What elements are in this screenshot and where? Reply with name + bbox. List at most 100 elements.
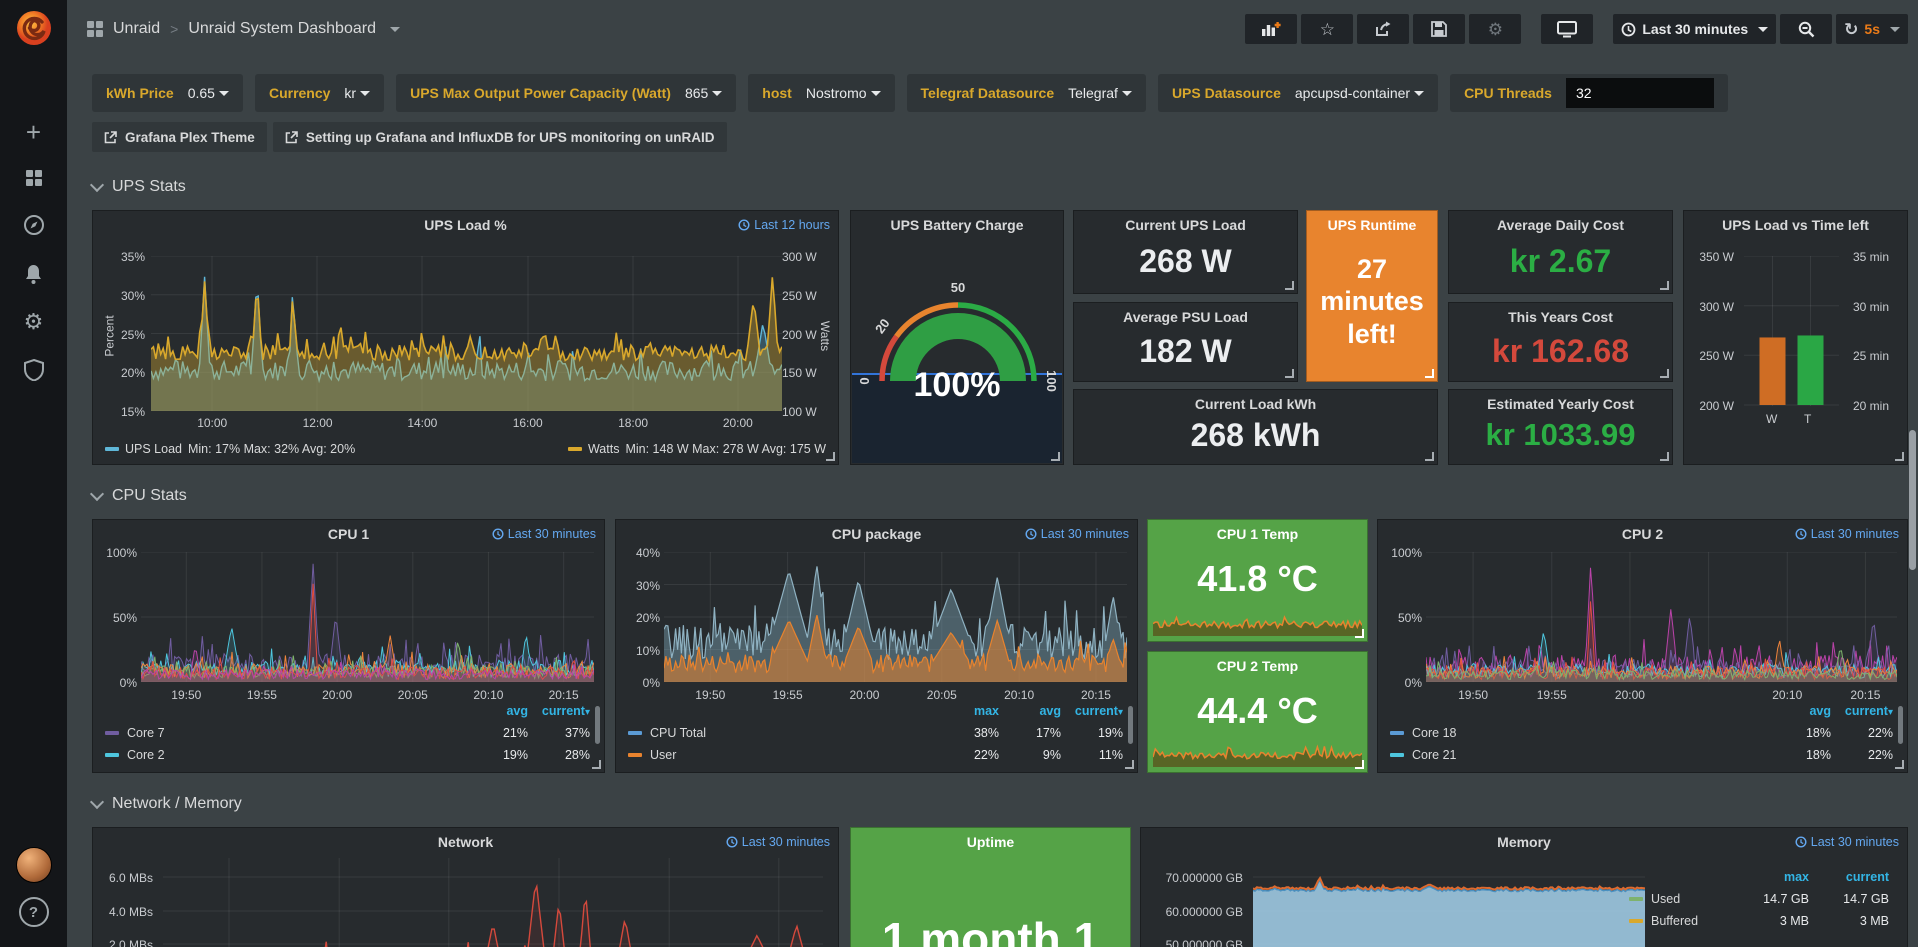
panel-title[interactable]: Uptime xyxy=(851,834,1130,850)
sidebar-admin-button[interactable] xyxy=(0,350,67,390)
sidebar-help-button[interactable]: ? xyxy=(0,892,67,932)
legend-header-avg[interactable]: avg xyxy=(1769,704,1831,718)
page-scrollbar[interactable] xyxy=(1909,430,1916,570)
legend-series[interactable]: CPU Total xyxy=(650,726,706,740)
legend-series-watts[interactable]: Watts xyxy=(588,442,619,456)
legend-scrollbar[interactable] xyxy=(595,706,600,744)
panel-title[interactable]: UPS Load vs Time left xyxy=(1684,217,1907,233)
legend-series[interactable]: User xyxy=(650,748,676,762)
legend-scrollbar[interactable] xyxy=(1898,706,1903,744)
row-ups-stats[interactable]: UPS Stats xyxy=(92,178,186,196)
time-range-picker[interactable]: Last 30 minutes xyxy=(1613,14,1776,44)
panel-resize-handle[interactable] xyxy=(1285,369,1294,378)
legend-series[interactable]: Used xyxy=(1651,892,1680,906)
legend-header-avg[interactable]: avg xyxy=(999,704,1061,718)
panel-title[interactable]: UPS Load % xyxy=(93,217,838,233)
panel-resize-handle[interactable] xyxy=(1051,452,1060,461)
panel-title[interactable]: Current Load kWh xyxy=(1074,396,1437,412)
panel-title[interactable]: CPU 2 Temp xyxy=(1148,658,1367,674)
panel-time-override[interactable]: Last 30 minutes xyxy=(1795,835,1899,849)
panel-resize-handle[interactable] xyxy=(1660,452,1669,461)
legend-series[interactable]: Core 18 xyxy=(1412,726,1456,740)
link-grafana-plex-theme[interactable]: Grafana Plex Theme xyxy=(92,122,267,152)
panel-time-override[interactable]: Last 30 minutes xyxy=(1025,527,1129,541)
panel-resize-handle[interactable] xyxy=(1125,760,1134,769)
legend-series[interactable]: Buffered xyxy=(1651,914,1698,928)
panel-resize-handle[interactable] xyxy=(1355,760,1364,769)
ups-load-chart[interactable] xyxy=(151,256,782,411)
legend-header-avg[interactable]: avg xyxy=(466,704,528,718)
variable-ups-max-output[interactable]: UPS Max Output Power Capacity (Watt) 865 xyxy=(396,74,736,112)
variable-currency[interactable]: Currency kr xyxy=(255,74,384,112)
variable-ups-datasource[interactable]: UPS Datasource apcupsd-container xyxy=(1158,74,1438,112)
memory-chart[interactable] xyxy=(1253,858,1645,947)
panel-title[interactable]: Current UPS Load xyxy=(1074,217,1297,233)
panel-resize-handle[interactable] xyxy=(1285,281,1294,290)
sidebar-profile-button[interactable] xyxy=(0,843,67,887)
row-network-memory[interactable]: Network / Memory xyxy=(92,795,242,813)
panel-title[interactable]: Estimated Yearly Cost xyxy=(1449,396,1672,412)
legend-header-current[interactable]: current xyxy=(1809,870,1889,884)
breadcrumb-folder[interactable]: Unraid xyxy=(113,20,160,38)
panel-resize-handle[interactable] xyxy=(592,760,601,769)
legend-series[interactable]: Core 2 xyxy=(127,748,165,762)
cpu-threads-input[interactable] xyxy=(1566,78,1714,108)
variable-telegraf-datasource[interactable]: Telegraf Datasource Telegraf xyxy=(907,74,1146,112)
panel-resize-handle[interactable] xyxy=(1895,760,1904,769)
sidebar-configuration-button[interactable]: ⚙ xyxy=(0,302,67,342)
star-button[interactable]: ☆ xyxy=(1301,14,1353,44)
dashboard-grid-icon[interactable] xyxy=(87,21,103,37)
legend-swatch xyxy=(105,753,119,757)
panel-resize-handle[interactable] xyxy=(826,452,835,461)
panel-time-override[interactable]: Last 30 minutes xyxy=(726,835,830,849)
cpu1-chart[interactable] xyxy=(141,552,594,682)
legend-header-current[interactable]: current▾ xyxy=(528,704,590,718)
legend-row: Core 2118%22% xyxy=(1390,744,1893,766)
refresh-picker[interactable]: ↻ 5s xyxy=(1836,14,1908,44)
sidebar-create-button[interactable]: + xyxy=(0,112,67,152)
legend-header-max[interactable]: max xyxy=(1729,870,1809,884)
legend-header-max[interactable]: max xyxy=(937,704,999,718)
variable-kwh-price[interactable]: kWh Price 0.65 xyxy=(92,74,243,112)
sidebar-alerting-button[interactable] xyxy=(0,254,67,294)
panel-title[interactable]: UPS Runtime xyxy=(1307,217,1437,233)
panel-resize-handle[interactable] xyxy=(1660,281,1669,290)
cpu2-chart[interactable] xyxy=(1426,552,1897,682)
settings-button[interactable]: ⚙ xyxy=(1469,14,1521,44)
share-button[interactable] xyxy=(1357,14,1409,44)
legend-series-ups-load[interactable]: UPS Load xyxy=(125,442,182,456)
grafana-logo[interactable] xyxy=(13,7,55,49)
add-panel-button[interactable] xyxy=(1245,14,1297,44)
cycle-view-button[interactable] xyxy=(1541,14,1593,44)
cpu-package-chart[interactable] xyxy=(664,552,1127,682)
legend-scrollbar[interactable] xyxy=(1128,706,1133,744)
panel-time-override[interactable]: Last 30 minutes xyxy=(1795,527,1899,541)
panel-title[interactable]: Average Daily Cost xyxy=(1449,217,1672,233)
panel-title[interactable]: UPS Battery Charge xyxy=(851,217,1063,233)
panel-resize-handle[interactable] xyxy=(1660,369,1669,378)
panel-title[interactable]: Average PSU Load xyxy=(1074,309,1297,325)
panel-title[interactable]: Memory xyxy=(1141,834,1907,850)
sidebar-dashboards-button[interactable] xyxy=(0,158,67,198)
breadcrumb-dashboard-title[interactable]: Unraid System Dashboard xyxy=(188,20,376,38)
network-chart[interactable] xyxy=(163,858,823,947)
row-cpu-stats[interactable]: CPU Stats xyxy=(92,487,187,505)
variable-host[interactable]: host Nostromo xyxy=(748,74,894,112)
legend-series[interactable]: Core 21 xyxy=(1412,748,1456,762)
panel-time-override[interactable]: Last 12 hours xyxy=(738,218,830,232)
legend-header-current[interactable]: current▾ xyxy=(1831,704,1893,718)
ups-bar-chart[interactable] xyxy=(1744,256,1839,406)
panel-resize-handle[interactable] xyxy=(1895,452,1904,461)
panel-resize-handle[interactable] xyxy=(1425,452,1434,461)
zoom-out-button[interactable] xyxy=(1780,14,1832,44)
legend-series[interactable]: Core 7 xyxy=(127,726,165,740)
save-button[interactable] xyxy=(1413,14,1465,44)
link-ups-monitoring-guide[interactable]: Setting up Grafana and InfluxDB for UPS … xyxy=(273,122,727,152)
panel-resize-handle[interactable] xyxy=(1425,369,1434,378)
legend-header-current[interactable]: current▾ xyxy=(1061,704,1123,718)
sidebar-explore-button[interactable] xyxy=(0,205,67,245)
panel-title[interactable]: CPU 1 Temp xyxy=(1148,526,1367,542)
panel-resize-handle[interactable] xyxy=(1355,629,1364,638)
panel-title[interactable]: This Years Cost xyxy=(1449,309,1672,325)
panel-time-override[interactable]: Last 30 minutes xyxy=(492,527,596,541)
